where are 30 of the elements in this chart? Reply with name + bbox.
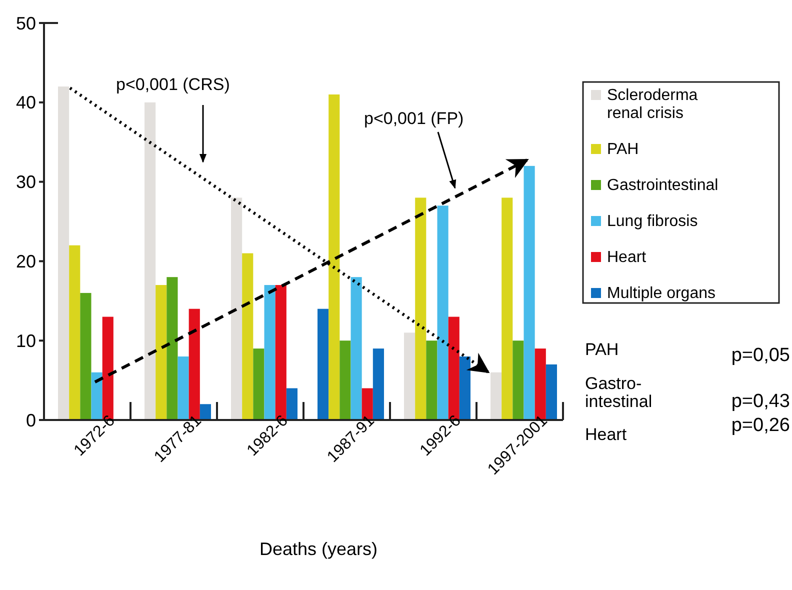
legend-label: Scleroderma renal crisis [607,87,698,122]
text: p=0,26 [731,415,790,436]
text: Heart [585,425,627,444]
y-tick-label: 20 [16,252,36,272]
text: PAH [585,340,619,359]
text: Gastro- intestinal [585,374,652,411]
bar [546,364,557,420]
text: p=0,05 [731,345,790,366]
text: p=0,43 [731,391,790,412]
bar [144,102,156,420]
y-tick-label: 40 [16,92,36,113]
legend-label: Lung fibrosis [607,213,698,230]
annotation: p<0,001 (CRS) [116,75,230,94]
y-tick-label: 50 [16,13,36,34]
y-tick-label: 0 [26,410,36,430]
legend-label: Multiple organs [607,285,716,302]
bar [286,388,298,420]
bar [459,356,470,420]
bar [372,348,384,420]
y-tick-label: 10 [16,330,36,351]
legend-label: PAH [607,141,639,158]
bar [58,86,70,420]
bar [231,198,242,420]
annotation: p<0,001 (FP) [364,109,464,128]
x-axis-title: Deaths (years) [259,539,378,559]
bar [404,332,416,420]
legend-label: Gastrointestinal [607,177,718,194]
y-tick-label: 30 [16,172,36,192]
legend-label: Heart [607,249,647,266]
bar [200,404,211,420]
